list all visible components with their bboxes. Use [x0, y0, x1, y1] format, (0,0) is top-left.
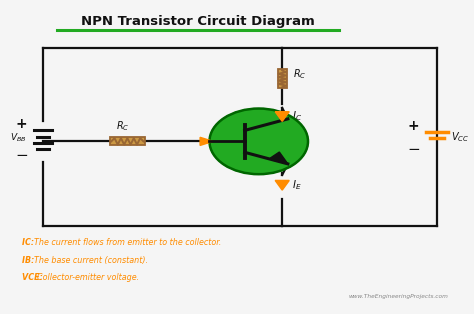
- Text: $I_E$: $I_E$: [292, 178, 301, 192]
- Text: $I_B$: $I_B$: [222, 121, 232, 135]
- Text: $I_C$: $I_C$: [292, 110, 301, 123]
- Text: NPN Transistor Circuit Diagram: NPN Transistor Circuit Diagram: [81, 14, 315, 28]
- FancyBboxPatch shape: [277, 69, 287, 88]
- Text: The current flows from emitter to the collector.: The current flows from emitter to the co…: [34, 238, 221, 247]
- Text: $V_{BB}$: $V_{BB}$: [10, 132, 27, 144]
- Polygon shape: [275, 181, 289, 190]
- Text: The base current (constant).: The base current (constant).: [34, 256, 147, 265]
- Text: −: −: [407, 142, 420, 157]
- Polygon shape: [270, 152, 288, 164]
- Circle shape: [210, 109, 308, 174]
- Polygon shape: [275, 112, 289, 122]
- Text: $V_{CC}$: $V_{CC}$: [451, 130, 469, 143]
- Polygon shape: [200, 137, 213, 145]
- Text: $R_C$: $R_C$: [292, 67, 306, 81]
- FancyBboxPatch shape: [109, 137, 145, 145]
- Text: VCE:: VCE:: [22, 273, 46, 282]
- Text: www.TheEngineeringProjects.com: www.TheEngineeringProjects.com: [349, 294, 449, 299]
- Text: +: +: [16, 117, 27, 131]
- Text: $R_C$: $R_C$: [116, 119, 129, 133]
- Text: IB:: IB:: [22, 256, 37, 265]
- Text: Collector-emitter voltage.: Collector-emitter voltage.: [36, 273, 139, 282]
- Text: IC:: IC:: [22, 238, 36, 247]
- Text: +: +: [408, 119, 419, 133]
- Text: −: −: [16, 148, 28, 163]
